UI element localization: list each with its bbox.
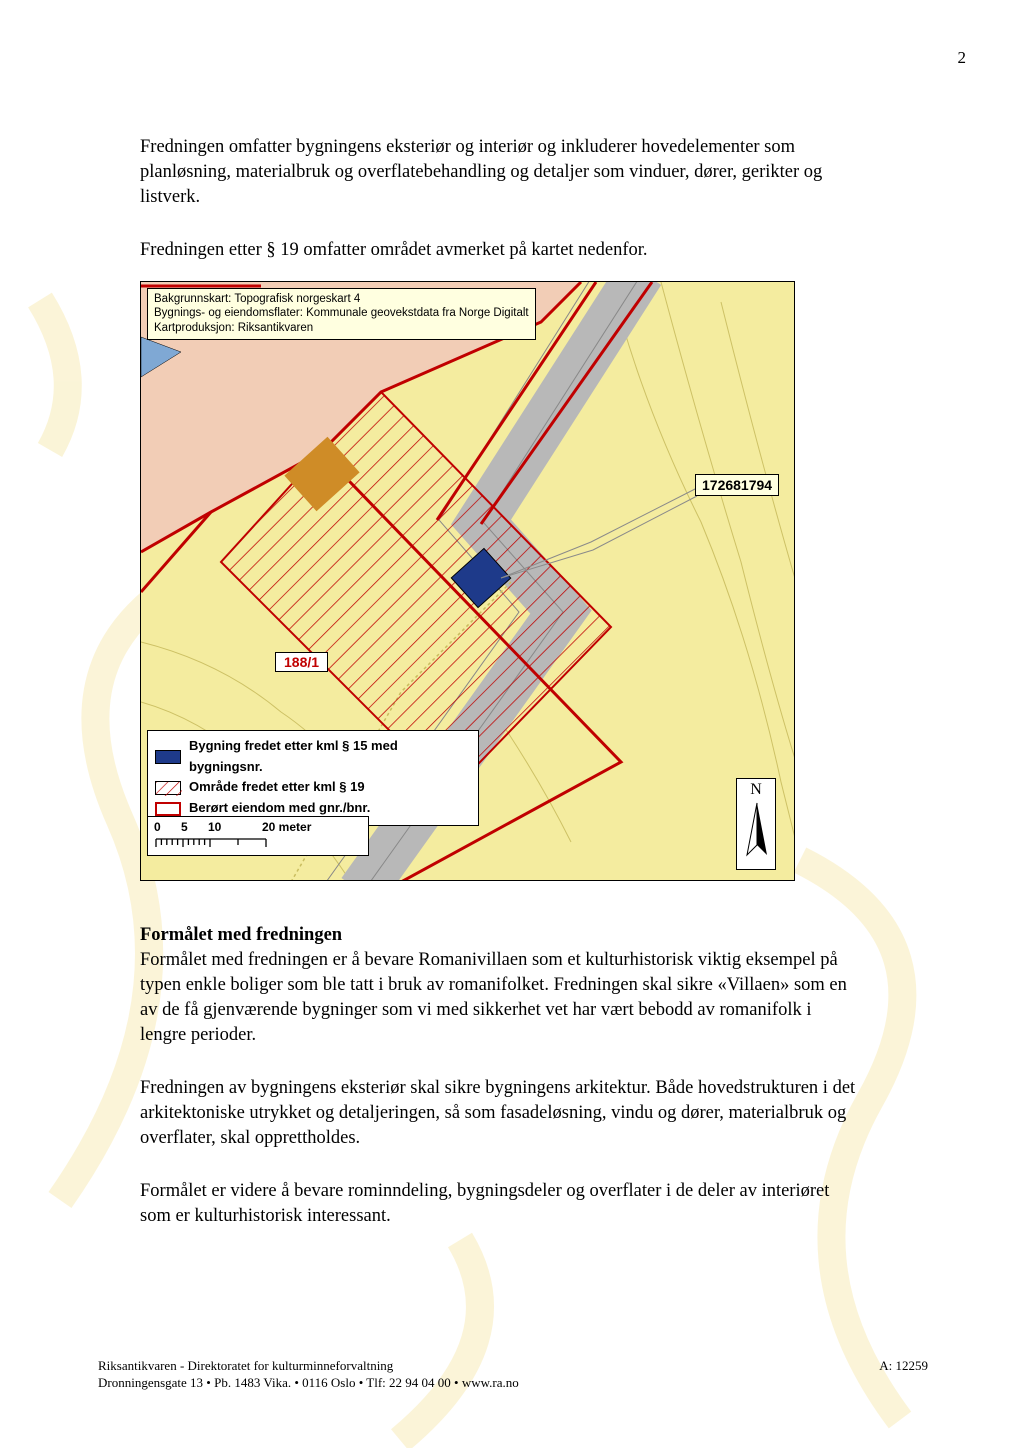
map-info-line2: Bygnings- og eiendomsflater: Kommunale g…	[154, 306, 529, 320]
legend-swatch-outline	[155, 802, 181, 816]
map-info-line1: Bakgrunnskart: Topografisk norgeskart 4	[154, 292, 529, 306]
building-id-callout: 172681794	[695, 474, 779, 496]
north-arrow-icon	[737, 799, 777, 869]
footer-line2: Dronningensgate 13 • Pb. 1483 Vika. • 01…	[98, 1374, 928, 1392]
legend-item-2: Område fredet etter kml § 19	[155, 777, 471, 798]
map-info-line3: Kartproduksjon: Riksantikvaren	[154, 321, 529, 335]
map-legend: Bygning fredet etter kml § 15 med bygnin…	[147, 730, 479, 826]
paragraph-1: Fredningen omfatter bygningens eksteriør…	[140, 135, 860, 210]
footer-line1: Riksantikvaren - Direktoratet for kultur…	[98, 1357, 928, 1375]
page-number: 2	[958, 48, 967, 68]
scalebar-ticks	[148, 817, 370, 857]
legend-swatch-building	[155, 750, 181, 764]
north-arrow: N	[736, 778, 776, 870]
footer-right: A: 12259	[879, 1357, 928, 1375]
paragraph-4: Fredningen av bygningens eksteriør skal …	[140, 1076, 860, 1151]
legend-label-1: Bygning fredet etter kml § 15 med bygnin…	[189, 736, 471, 778]
map-info-box: Bakgrunnskart: Topografisk norgeskart 4 …	[147, 288, 536, 340]
north-label: N	[737, 781, 775, 799]
parcel-id-label: 188/1	[275, 652, 328, 672]
legend-item-1: Bygning fredet etter kml § 15 med bygnin…	[155, 736, 471, 778]
main-content: Fredningen omfatter bygningens eksteriør…	[140, 135, 860, 1257]
legend-swatch-hatch	[155, 781, 181, 795]
legend-label-2: Område fredet etter kml § 19	[189, 777, 365, 798]
paragraph-5: Formålet er videre å bevare rominndeling…	[140, 1179, 860, 1229]
paragraph-2: Fredningen etter § 19 omfatter området a…	[140, 238, 860, 263]
page-footer: Riksantikvaren - Direktoratet for kultur…	[98, 1357, 928, 1392]
paragraph-3: Formålet med fredningen er å bevare Roma…	[140, 948, 860, 1048]
map-figure: Bakgrunnskart: Topografisk norgeskart 4 …	[140, 281, 795, 881]
map-scalebar: 0 5 10 20 meter	[147, 816, 369, 856]
section-heading: Formålet med fredningen	[140, 925, 860, 946]
